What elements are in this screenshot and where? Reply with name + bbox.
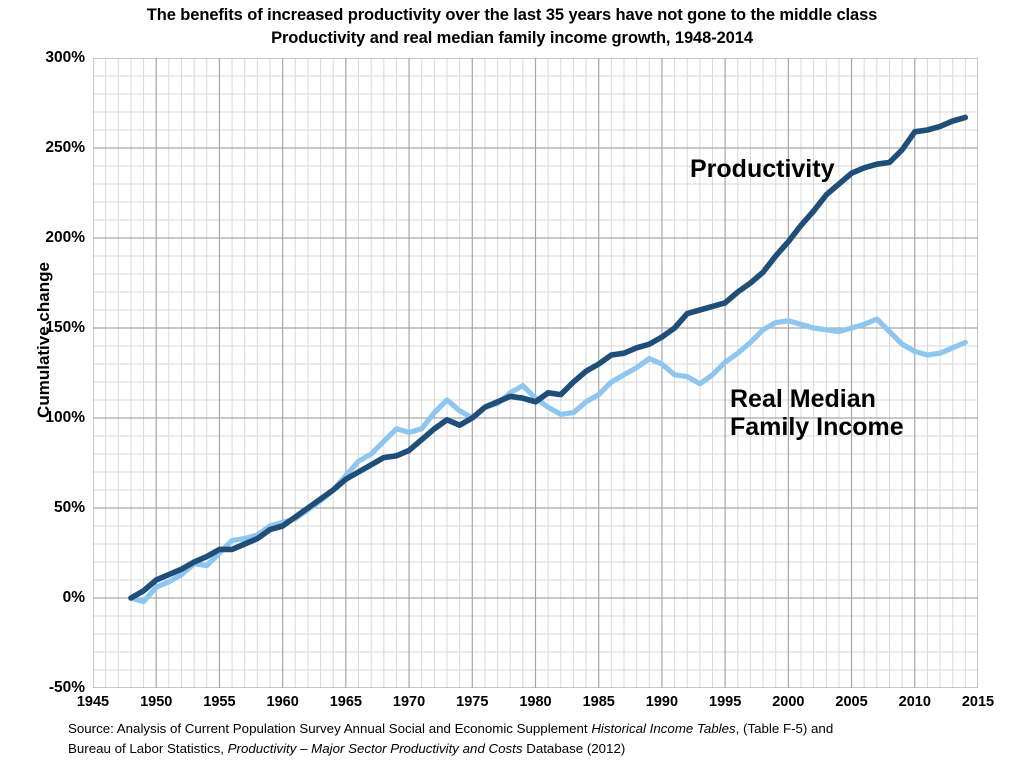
series-line-real-median-family-income: [128, 316, 968, 605]
footnote-l1-b: , (Table F-5) and: [735, 721, 834, 736]
chart-title-main: The benefits of increased productivity o…: [146, 6, 878, 24]
x-tick-label: 1955: [203, 694, 236, 710]
x-tick-label: 1975: [456, 694, 489, 710]
y-tick-label: 50%: [53, 499, 85, 516]
series-label-income-line1: Real Median: [730, 385, 876, 413]
y-tick-label: 0%: [62, 589, 85, 606]
footnote-l2-a: Bureau of Labor Statistics,: [68, 741, 228, 756]
y-tick-label: 200%: [45, 229, 85, 246]
y-tick-label: 300%: [45, 49, 85, 66]
x-tick-label: 1995: [709, 694, 742, 710]
x-tick-label: 1970: [392, 694, 426, 710]
x-tick-label: 2005: [835, 694, 868, 710]
footnote-l2-italic: Productivity – Major Sector Productivity…: [227, 741, 523, 756]
x-tick-label: 2010: [898, 694, 931, 710]
x-tick-label: 1965: [329, 694, 362, 710]
x-tick-label: 2015: [961, 694, 995, 710]
x-tick-label: 1960: [266, 694, 299, 710]
footnote-l1-a: Source: Analysis of Current Population S…: [68, 721, 592, 736]
x-tick-label: 1950: [140, 694, 173, 710]
x-tick-label: 1945: [76, 694, 110, 710]
series-line-productivity: [128, 114, 969, 601]
chart-title-block: The benefits of increased productivity o…: [0, 4, 1024, 50]
x-tick-label: 1985: [582, 694, 615, 710]
x-tick-label: 2000: [772, 694, 805, 710]
series-label-income-line2: Family Income: [730, 413, 904, 441]
y-tick-label: 250%: [45, 139, 85, 156]
y-tick-label: -50%: [48, 679, 85, 696]
y-tick-label: 150%: [45, 319, 85, 336]
x-tick-label: 1990: [645, 694, 679, 710]
source-footnote-line2: Bureau of Labor Statistics, Productivity…: [68, 739, 1008, 759]
series-label-productivity: Productivity: [690, 155, 835, 183]
plot-area: [93, 58, 978, 688]
source-footnote: Source: Analysis of Current Population S…: [68, 719, 1008, 759]
grid-major: [93, 58, 978, 688]
chart-title-subtitle: Productivity and real median family inco…: [271, 29, 753, 47]
y-tick-label: 100%: [45, 409, 85, 426]
footnote-l1-italic: Historical Income Tables: [591, 721, 736, 736]
series-label-real-median-family-income: Real Median Family Income: [730, 385, 904, 441]
source-footnote-line1: Source: Analysis of Current Population S…: [68, 719, 1008, 739]
x-tick-label: 1980: [519, 694, 552, 710]
footnote-l2-b: Database (2012): [522, 741, 626, 756]
